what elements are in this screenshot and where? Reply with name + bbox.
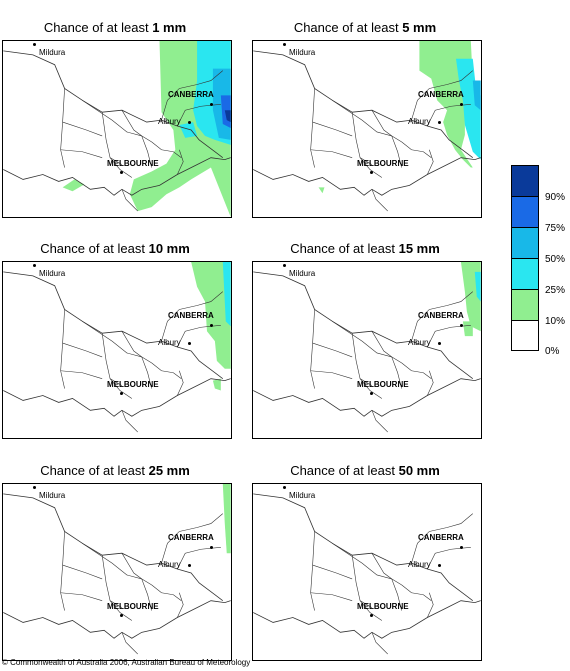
panel-title-10mm: Chance of at least 10 mm xyxy=(40,241,190,256)
map-graphic xyxy=(253,262,481,433)
city-dot-canberra xyxy=(460,324,463,327)
city-label-canberra: CANBERRA xyxy=(418,90,464,99)
legend-label-90: 90% xyxy=(545,192,566,203)
panel-title-5mm: Chance of at least 5 mm xyxy=(293,20,437,35)
map-graphic xyxy=(253,41,481,212)
city-label-canberra: CANBERRA xyxy=(418,533,464,542)
city-dot-mildura xyxy=(33,43,36,46)
legend-label-75: 75% xyxy=(545,223,566,234)
city-dot-albury xyxy=(438,564,441,567)
city-label-canberra: CANBERRA xyxy=(418,311,464,320)
legend-swatch-10 xyxy=(511,289,539,320)
panel-title-1mm: Chance of at least 1 mm xyxy=(43,20,187,35)
city-dot-mildura xyxy=(33,264,36,267)
city-dot-albury xyxy=(188,342,191,345)
map-10mm: Mildura CANBERRA Albury MELBOURNE xyxy=(2,261,232,439)
city-label-mildura: Mildura xyxy=(39,491,66,500)
city-dot-canberra xyxy=(210,324,213,327)
city-dot-melbourne xyxy=(120,614,123,617)
city-dot-albury xyxy=(438,342,441,345)
city-dot-mildura xyxy=(283,264,286,267)
map-graphic xyxy=(3,41,231,217)
city-label-canberra: CANBERRA xyxy=(168,311,214,320)
map-graphic xyxy=(3,262,231,433)
city-label-albury: Albury xyxy=(408,338,431,347)
map-50mm: Mildura CANBERRA Albury MELBOURNE xyxy=(252,483,482,661)
city-label-mildura: Mildura xyxy=(39,48,66,57)
map-5mm: Mildura CANBERRA Albury MELBOURNE xyxy=(252,40,482,218)
map-graphic xyxy=(253,493,481,655)
probability-legend xyxy=(511,165,539,351)
city-label-albury: Albury xyxy=(408,117,431,126)
legend-label-0: 0% xyxy=(545,346,560,357)
city-dot-mildura xyxy=(283,43,286,46)
city-label-albury: Albury xyxy=(158,117,181,126)
panel-title-50mm: Chance of at least 50 mm xyxy=(290,463,440,478)
city-dot-melbourne xyxy=(120,171,123,174)
map-1mm: Mildura CANBERRA Albury MELBOURNE xyxy=(2,40,232,218)
city-dot-canberra xyxy=(460,103,463,106)
city-label-mildura: Mildura xyxy=(289,491,316,500)
city-label-mildura: Mildura xyxy=(39,269,66,278)
city-label-melbourne: MELBOURNE xyxy=(357,602,409,611)
city-label-canberra: CANBERRA xyxy=(168,533,214,542)
city-dot-canberra xyxy=(460,546,463,549)
legend-label-50: 50% xyxy=(545,254,566,265)
legend-swatch-90 xyxy=(511,165,539,196)
legend-swatch-0 xyxy=(511,320,539,351)
city-dot-melbourne xyxy=(370,614,373,617)
legend-swatch-50 xyxy=(511,227,539,258)
city-label-mildura: Mildura xyxy=(289,48,316,57)
copyright-notice: © Commonwealth of Australia 2006, Austra… xyxy=(2,658,251,667)
legend-swatch-25 xyxy=(511,258,539,289)
city-label-melbourne: MELBOURNE xyxy=(357,380,409,389)
city-dot-albury xyxy=(188,121,191,124)
map-25mm: Mildura CANBERRA Albury MELBOURNE xyxy=(2,483,232,661)
city-dot-melbourne xyxy=(370,392,373,395)
city-label-albury: Albury xyxy=(158,338,181,347)
city-label-melbourne: MELBOURNE xyxy=(107,159,159,168)
city-dot-albury xyxy=(438,121,441,124)
city-label-melbourne: MELBOURNE xyxy=(107,380,159,389)
legend-label-25: 25% xyxy=(545,285,566,296)
city-dot-melbourne xyxy=(120,392,123,395)
map-graphic xyxy=(3,484,231,655)
city-label-albury: Albury xyxy=(408,560,431,569)
panel-title-15mm: Chance of at least 15 mm xyxy=(290,241,440,256)
city-label-melbourne: MELBOURNE xyxy=(107,602,159,611)
city-label-canberra: CANBERRA xyxy=(168,90,214,99)
legend-label-10: 10% xyxy=(545,316,566,327)
city-dot-canberra xyxy=(210,546,213,549)
city-dot-melbourne xyxy=(370,171,373,174)
city-label-albury: Albury xyxy=(158,560,181,569)
legend-swatch-75 xyxy=(511,196,539,227)
city-dot-mildura xyxy=(33,486,36,489)
panel-title-25mm: Chance of at least 25 mm xyxy=(40,463,190,478)
map-15mm: Mildura CANBERRA Albury MELBOURNE xyxy=(252,261,482,439)
city-dot-albury xyxy=(188,564,191,567)
city-dot-mildura xyxy=(283,486,286,489)
city-label-mildura: Mildura xyxy=(289,269,316,278)
city-dot-canberra xyxy=(210,103,213,106)
city-label-melbourne: MELBOURNE xyxy=(357,159,409,168)
